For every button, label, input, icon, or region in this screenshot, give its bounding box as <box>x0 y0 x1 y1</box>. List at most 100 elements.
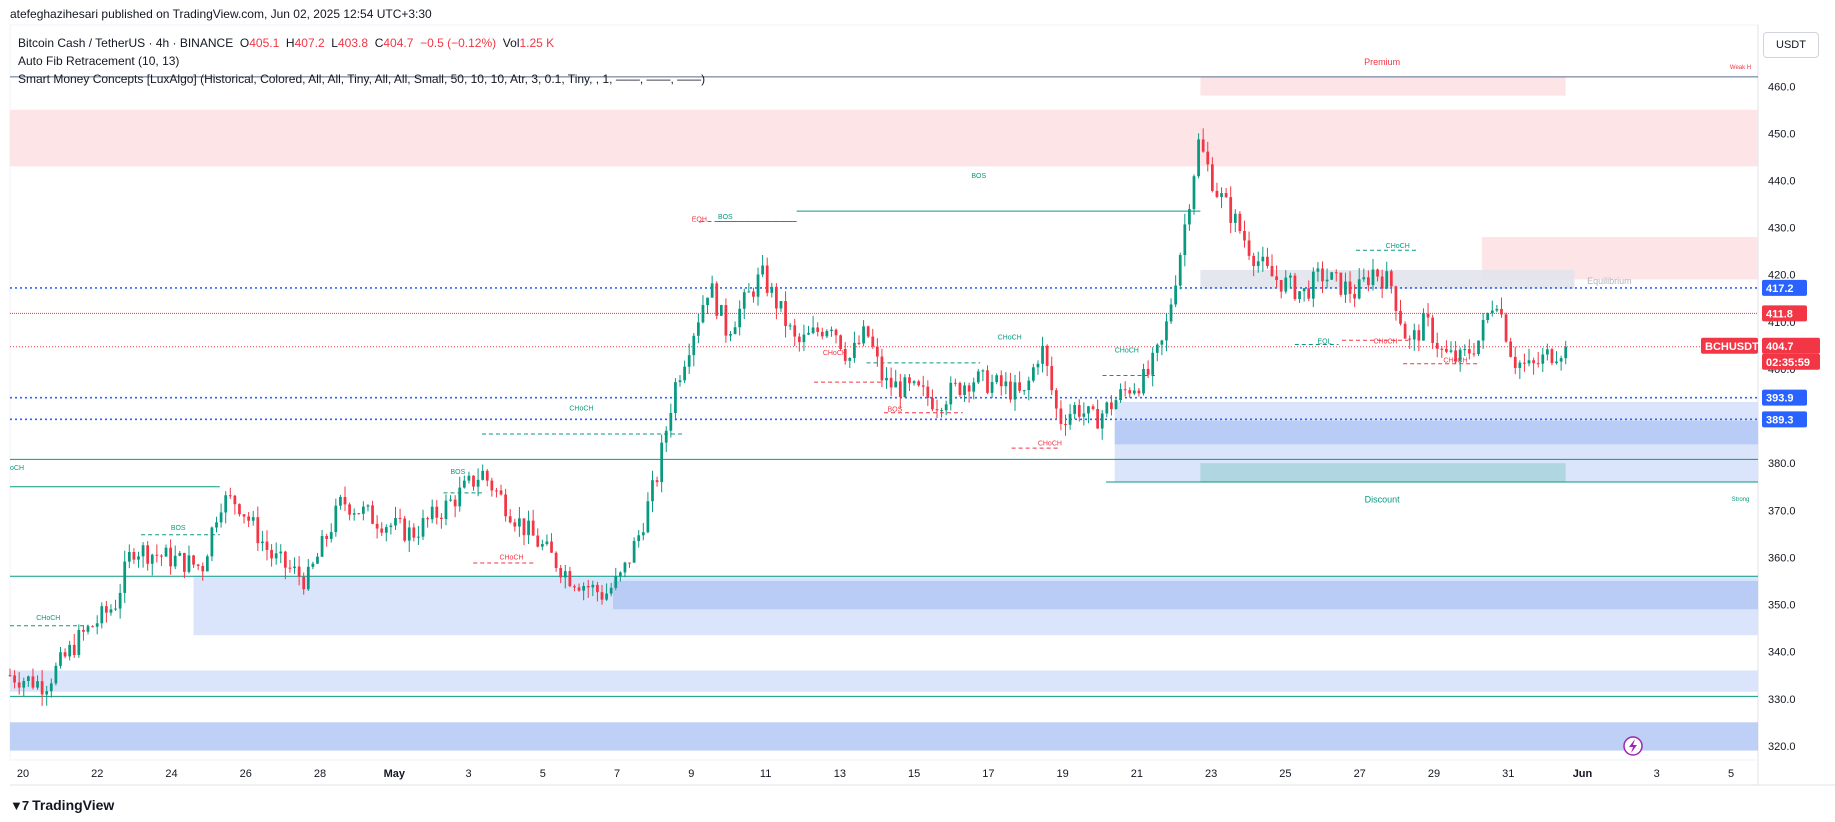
candle-body <box>779 301 783 309</box>
candle-body <box>293 566 296 569</box>
brand-watermark[interactable]: ▼7 TradingView <box>10 797 114 813</box>
candle-body <box>1142 368 1145 394</box>
candle <box>1504 312 1508 343</box>
candle <box>591 580 595 597</box>
candle <box>1054 388 1058 419</box>
price-tag-label: 393.9 <box>1766 393 1794 405</box>
candle-body <box>678 380 682 383</box>
candle <box>297 556 301 586</box>
candle-body <box>150 554 154 564</box>
price-tag-label: BCHUSDT <box>1705 341 1759 353</box>
candle <box>412 523 416 542</box>
candle <box>536 528 540 548</box>
candle <box>1119 383 1122 403</box>
candle-body <box>1412 330 1416 340</box>
candle-body <box>178 552 182 556</box>
candle <box>22 677 26 697</box>
indicator-fib[interactable]: Auto Fib Retracement (10, 13) <box>18 54 180 68</box>
indicator-smc[interactable]: Smart Money Concepts [LuxAlgo] (Historic… <box>18 72 706 86</box>
candle <box>238 503 241 517</box>
candle <box>1348 271 1352 303</box>
candle <box>802 324 806 351</box>
currency-unit-button[interactable]: USDT <box>1763 32 1819 58</box>
candle <box>1399 299 1402 326</box>
candle <box>683 360 686 384</box>
candle <box>1518 360 1522 379</box>
candle-body <box>1385 271 1389 289</box>
candle-body <box>807 332 810 335</box>
candle-body <box>210 527 214 557</box>
x-tick-label: 3 <box>1654 768 1660 780</box>
candle-body <box>311 563 315 567</box>
candle-body <box>183 552 186 572</box>
candle-body <box>1114 400 1118 410</box>
candle <box>1426 303 1430 327</box>
candle <box>554 551 558 572</box>
candle <box>871 328 875 349</box>
candle-body <box>1417 330 1421 341</box>
candle-body <box>1151 352 1155 375</box>
price-tag-red: 411.8 <box>1762 305 1807 322</box>
candle-body <box>1266 256 1269 266</box>
candle <box>885 367 888 389</box>
y-tick-label: 370.0 <box>1768 505 1796 517</box>
candle <box>1545 343 1549 361</box>
candle <box>1330 271 1334 281</box>
candle-body <box>857 342 861 344</box>
candle <box>1284 270 1288 294</box>
candle-body <box>1096 409 1099 429</box>
candle <box>935 399 939 419</box>
candle <box>522 518 526 546</box>
symbol-ohlc-row[interactable]: Bitcoin Cash / TetherUS · 4h · BINANCE O… <box>18 34 705 52</box>
candle-body <box>967 385 971 392</box>
candle <box>540 539 544 551</box>
candle <box>1009 372 1012 403</box>
candle-body <box>554 552 558 568</box>
candle <box>1137 387 1141 397</box>
candle <box>784 291 787 338</box>
candle-body <box>669 412 673 431</box>
low-value: 403.8 <box>337 36 369 50</box>
candle <box>95 615 99 635</box>
candle-body <box>1288 275 1292 278</box>
candle <box>183 552 186 579</box>
candle-body <box>1270 265 1274 277</box>
symbol-name[interactable]: Bitcoin Cash / TetherUS · 4h · BINANCE <box>18 36 234 50</box>
price-tag-bg <box>1762 353 1820 370</box>
candle <box>366 504 370 512</box>
candle-body <box>228 495 232 497</box>
candle <box>1458 347 1462 372</box>
candle-body <box>710 283 714 298</box>
candle <box>1389 269 1393 294</box>
candle-body <box>279 551 283 554</box>
candle-body <box>940 410 943 412</box>
candle-body <box>1454 350 1457 361</box>
candle <box>348 502 351 521</box>
candle-body <box>458 487 462 507</box>
candle-body <box>577 587 581 591</box>
candle-body <box>738 308 742 328</box>
price-tag-last: 404.7 <box>1762 337 1820 354</box>
candle <box>1495 304 1499 313</box>
candle-body <box>334 505 338 533</box>
candle-body <box>467 475 471 481</box>
candle <box>1210 157 1214 193</box>
candle <box>205 554 209 572</box>
candle <box>1523 353 1526 372</box>
candle <box>1435 332 1439 358</box>
candle <box>839 334 843 351</box>
candle-body <box>839 335 843 350</box>
candle <box>1004 372 1008 395</box>
demand-zone <box>10 722 1758 751</box>
candle <box>637 530 641 548</box>
candle-body <box>54 665 58 684</box>
candle <box>747 283 751 293</box>
candle-body <box>834 329 838 336</box>
candle <box>586 579 590 598</box>
candle <box>1311 267 1315 308</box>
candle-body <box>1463 349 1467 351</box>
candle <box>26 675 30 687</box>
candle <box>880 348 884 388</box>
candle <box>59 647 62 669</box>
